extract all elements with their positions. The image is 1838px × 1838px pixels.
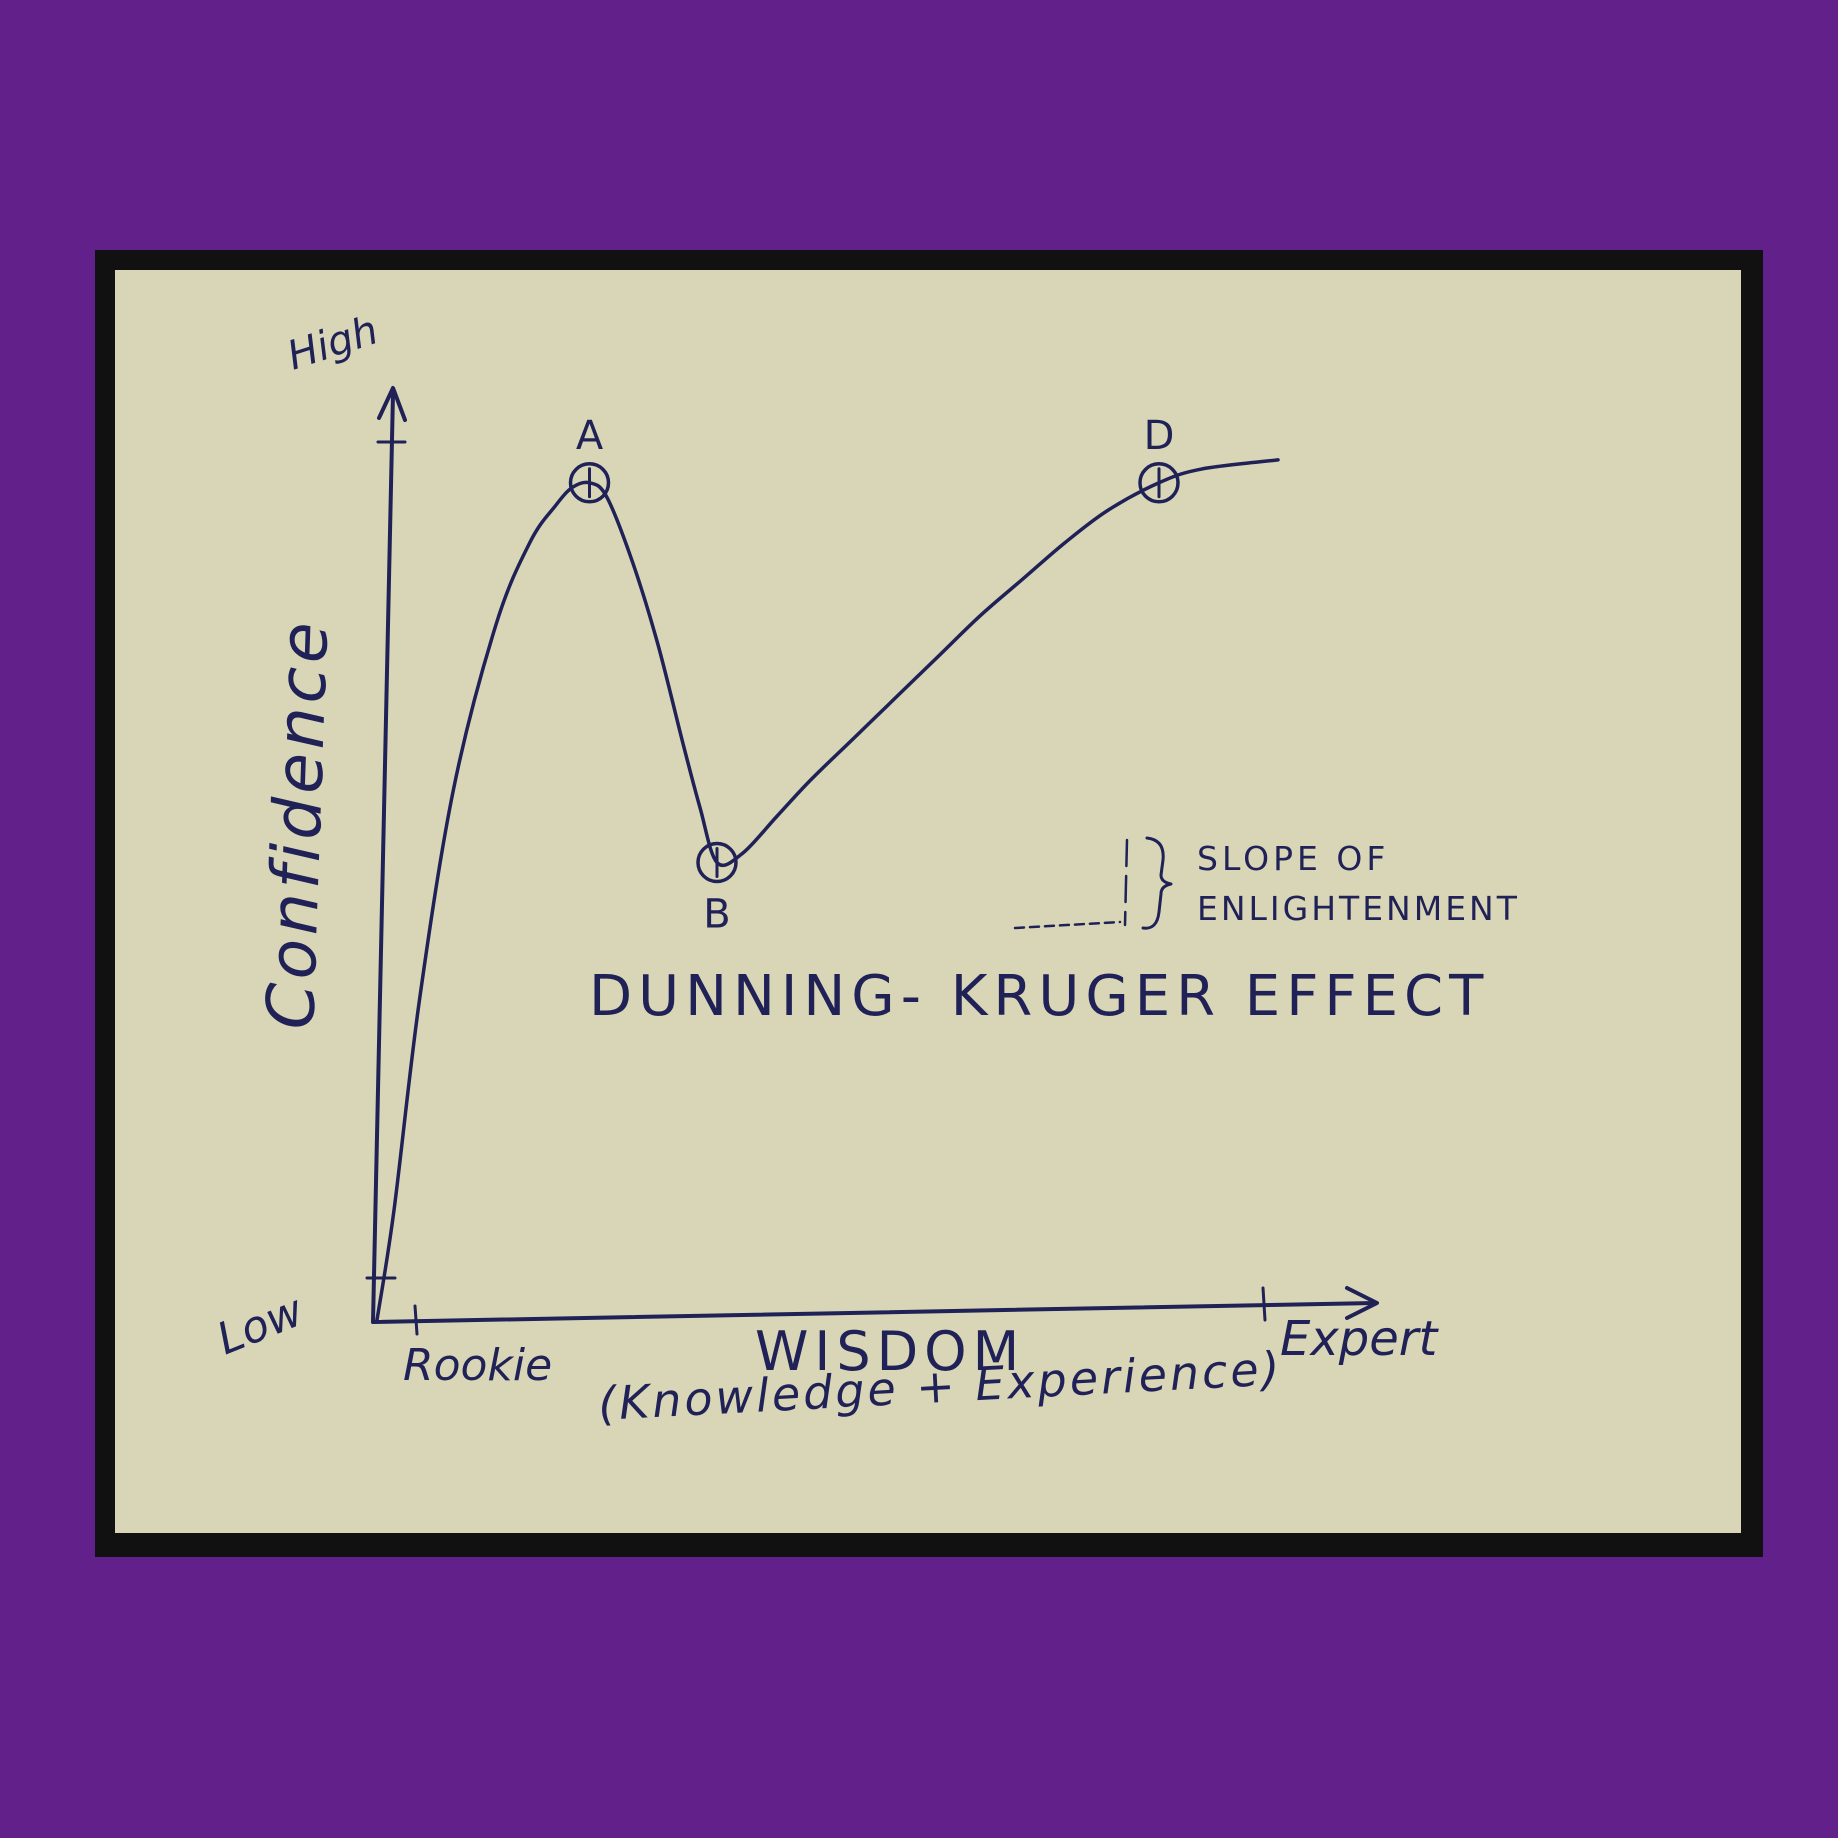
annotation-text-line1: SLOPE OF	[1197, 839, 1389, 878]
annotation-text-line2: ENLIGHTENMENT	[1197, 889, 1520, 928]
y-axis-arrowhead	[377, 386, 407, 422]
paper-sheet: A B D SLOPE OF ENLIGHTENMENT DUNNING- KRUG…	[115, 270, 1741, 1533]
chart-title: DUNNING- KRUGER EFFECT	[589, 964, 1489, 1029]
point-marker-d	[1138, 462, 1180, 504]
confidence-curve	[375, 458, 1280, 1322]
picture-frame: A B D SLOPE OF ENLIGHTENMENT DUNNING- KRUG…	[95, 250, 1763, 1557]
x-tick-rookie	[413, 1304, 419, 1336]
y-axis-label: Confidence	[252, 617, 343, 1031]
point-label-a: A	[576, 413, 604, 459]
x-axis-label: WISDOM	[755, 1320, 1025, 1383]
y-axis	[371, 391, 395, 1324]
x-tick-label-expert: Expert	[1280, 1311, 1439, 1367]
y-tick-label-high: High	[282, 307, 384, 379]
point-marker-b	[696, 841, 738, 884]
annotation-leader-line	[1013, 920, 1122, 930]
dunning-kruger-chart: A B D SLOPE OF ENLIGHTENMENT DUNNING- KRUG…	[210, 307, 1520, 1431]
x-axis-arrowhead	[1345, 1286, 1379, 1320]
x-tick-expert	[1261, 1286, 1267, 1322]
y-tick-label-low: Low	[210, 1285, 311, 1365]
point-label-b: B	[703, 892, 730, 938]
point-label-d: D	[1144, 413, 1175, 459]
x-tick-label-rookie: Rookie	[403, 1340, 552, 1391]
annotation-brace	[1141, 836, 1173, 930]
annotation-rise-marker	[1123, 838, 1129, 927]
point-marker-a	[568, 462, 611, 504]
x-axis	[371, 1301, 1377, 1324]
